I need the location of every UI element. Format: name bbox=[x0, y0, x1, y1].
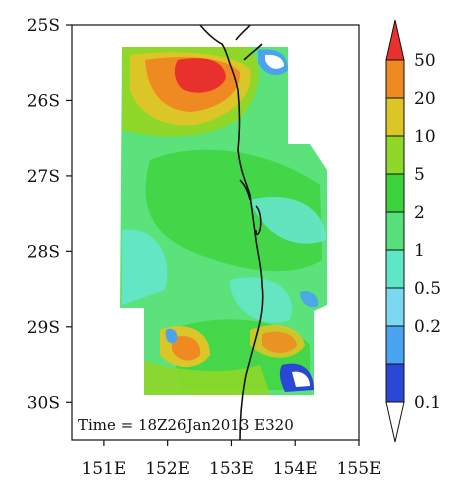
precip-zone-20 bbox=[262, 331, 297, 354]
colorbar-label: 0.2 bbox=[414, 317, 441, 337]
lat-tick-label: 29S bbox=[27, 318, 60, 338]
map-frame bbox=[71, 24, 360, 441]
lat-tick-label: 25S bbox=[27, 16, 60, 36]
precip-zone-0-2 bbox=[165, 328, 178, 344]
precip-zone-0-5 bbox=[250, 196, 326, 244]
colorbar-label: 1 bbox=[414, 241, 425, 261]
colorbar-label: 0.5 bbox=[414, 279, 441, 299]
colorbar-label: 2 bbox=[414, 203, 425, 223]
timestamp-label: Time = 18Z26Jan2013 E320 bbox=[78, 416, 294, 434]
precip-zone-0-1 bbox=[265, 54, 284, 69]
precip-zone-0-2 bbox=[300, 290, 319, 308]
lon-tick-label: 152E bbox=[145, 459, 190, 479]
lat-tick-label: 30S bbox=[27, 393, 60, 413]
lat-tick-label: 27S bbox=[27, 167, 60, 187]
lon-tick-label: 153E bbox=[209, 459, 254, 479]
colorbar: 50 20 10 5 2 1 0.5 0.2 0.1 bbox=[385, 19, 441, 443]
colorbar-label: 20 bbox=[414, 89, 436, 109]
precipitation-field bbox=[120, 47, 327, 395]
lat-tick-label: 28S bbox=[27, 242, 60, 262]
precip-zone-0-1 bbox=[292, 371, 310, 387]
colorbar-swatch-1 bbox=[385, 211, 405, 251]
lat-tick-label: 26S bbox=[27, 91, 60, 111]
colorbar-min-arrow bbox=[385, 401, 405, 443]
colorbar-swatch-20 bbox=[385, 59, 405, 99]
colorbar-label: 5 bbox=[414, 165, 425, 185]
colorbar-swatch-5 bbox=[385, 135, 405, 175]
lon-tick-label: 151E bbox=[81, 459, 126, 479]
colorbar-swatch-0-5 bbox=[385, 249, 405, 289]
lon-tick-label: 154E bbox=[273, 459, 318, 479]
precip-zone-20 bbox=[172, 335, 201, 361]
colorbar-label: 50 bbox=[414, 51, 436, 71]
precip-zone-5 bbox=[144, 360, 270, 395]
colorbar-swatch-0-2 bbox=[385, 287, 405, 327]
colorbar-label: 0.1 bbox=[414, 393, 441, 413]
latitude-axis: 25S 26S 27S 28S 29S 30S bbox=[27, 16, 72, 413]
coastline bbox=[199, 24, 264, 441]
colorbar-swatch-0-1 bbox=[385, 325, 405, 365]
precip-zone-0-5 bbox=[122, 229, 168, 305]
precip-zone-0-5 bbox=[230, 277, 292, 323]
colorbar-swatch-10 bbox=[385, 97, 405, 137]
precip-zone-2 bbox=[145, 149, 322, 272]
precip-zone-50 bbox=[174, 58, 226, 93]
colorbar-swatch-2 bbox=[385, 173, 405, 213]
colorbar-max-arrow bbox=[385, 19, 405, 61]
longitude-axis: 151E 152E 153E 154E 155E bbox=[81, 440, 381, 479]
lon-tick-label: 155E bbox=[337, 459, 382, 479]
colorbar-label: 10 bbox=[414, 127, 436, 147]
colorbar-swatch-low bbox=[385, 363, 405, 403]
